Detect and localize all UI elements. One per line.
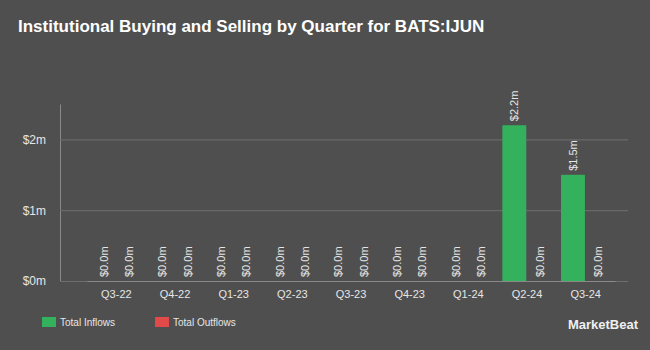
grid-line <box>60 139 628 140</box>
y-tick-label: $0m <box>23 274 46 288</box>
data-label: $1.5m <box>567 140 579 171</box>
legend-swatch <box>42 317 56 327</box>
data-label: $0.0m <box>475 246 487 277</box>
x-tick-label: Q1-24 <box>453 288 484 300</box>
x-tick: Q4-22 <box>160 281 191 300</box>
chart: Institutional Buying and Selling by Quar… <box>0 0 650 350</box>
data-label: $0.0m <box>416 246 428 277</box>
bar <box>209 281 233 282</box>
legend-item: Total Inflows <box>42 317 115 328</box>
bar <box>268 281 292 282</box>
y-tick-label: $1m <box>23 204 46 218</box>
x-axis-line <box>88 281 616 282</box>
bar <box>326 281 350 282</box>
legend-item: Total Outflows <box>155 317 236 328</box>
x-tick-label: Q3-23 <box>336 288 367 300</box>
x-tick-label: Q2-23 <box>277 288 308 300</box>
bar <box>92 281 116 282</box>
data-label: $2.2m <box>508 91 520 122</box>
data-label: $0.0m <box>592 246 604 277</box>
x-tick: Q1-23 <box>218 281 249 300</box>
bar <box>469 281 493 282</box>
x-tick: Q1-24 <box>453 281 484 300</box>
bar <box>410 281 434 282</box>
legend-label: Total Outflows <box>173 317 236 328</box>
data-label: $0.0m <box>358 246 370 277</box>
x-tick-label: Q4-23 <box>394 288 425 300</box>
bar <box>293 281 317 282</box>
data-label: $0.0m <box>156 246 168 277</box>
x-axis: Q3-22 Q4-22 Q1-23 Q2-23 Q3-23 Q4-23 Q1-24 Q2-24… <box>88 281 616 300</box>
legend-label: Total Inflows <box>60 317 115 328</box>
x-tick-label: Q3-24 <box>570 288 601 300</box>
y-tick-label: $2m <box>23 133 46 147</box>
data-label: $0.0m <box>182 246 194 277</box>
y-tick: $1m <box>23 204 628 218</box>
bar <box>234 281 258 282</box>
data-label: $0.0m <box>123 246 135 277</box>
y-axis: $0m $1m $2m <box>23 105 628 289</box>
bar <box>528 281 552 282</box>
data-label: $0.0m <box>534 246 546 277</box>
data-label: $0.0m <box>240 246 252 277</box>
x-tick-label: Q1-23 <box>218 288 249 300</box>
bar <box>444 281 468 282</box>
data-label: $0.0m <box>299 246 311 277</box>
x-tick: Q3-24 <box>570 281 601 300</box>
x-tick-label: Q2-24 <box>512 288 543 300</box>
bar <box>561 175 585 281</box>
bars <box>502 125 585 281</box>
bar <box>150 281 174 282</box>
bar <box>385 281 409 282</box>
bar <box>352 281 376 282</box>
data-label: $0.0m <box>98 246 110 277</box>
legend: Total Inflows Total Outflows <box>42 317 236 328</box>
bar <box>586 281 610 282</box>
x-tick: Q3-23 <box>336 281 367 300</box>
y-axis-line <box>60 105 61 282</box>
x-tick-label: Q4-22 <box>160 288 191 300</box>
title: Institutional Buying and Selling by Quar… <box>18 17 484 36</box>
data-labels: $0.0m $0.0m $0.0m $0.0m $0.0m $0.0m $0.0m $2.2m… <box>98 91 605 277</box>
x-tick-label: Q3-22 <box>101 288 132 300</box>
annotation: MarketBeat <box>568 317 639 332</box>
bar <box>502 125 526 281</box>
data-label: $0.0m <box>215 246 227 277</box>
legend-swatch <box>155 317 169 327</box>
x-tick: Q4-23 <box>394 281 425 300</box>
x-tick: Q2-24 <box>512 281 543 300</box>
data-label: $0.0m <box>332 246 344 277</box>
data-label: $0.0m <box>274 246 286 277</box>
grid-line <box>60 210 628 211</box>
bar <box>176 281 200 282</box>
grid-line <box>60 281 628 282</box>
background <box>0 0 650 350</box>
x-tick: Q3-22 <box>101 281 132 300</box>
bar <box>117 281 141 282</box>
x-tick: Q2-23 <box>277 281 308 300</box>
data-label: $0.0m <box>450 246 462 277</box>
plot: $0m$1m$2mQ3-22Q4-22Q1-23Q2-23Q3-23Q4-23Q… <box>23 91 628 300</box>
y-tick: $2m <box>23 133 628 147</box>
data-label: $0.0m <box>391 246 403 277</box>
